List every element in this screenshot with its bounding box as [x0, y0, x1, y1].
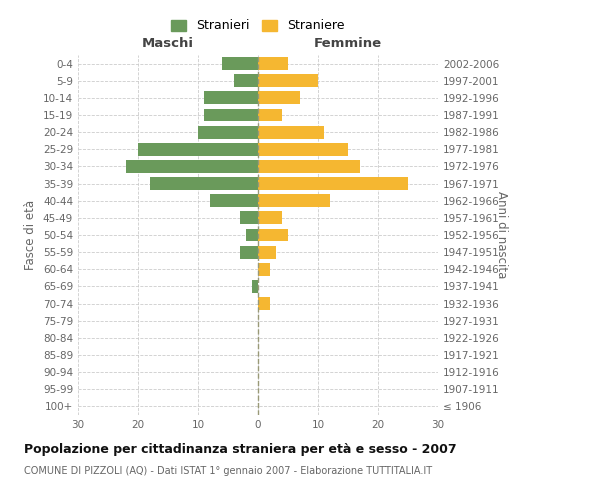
Text: Femmine: Femmine [314, 37, 382, 50]
Bar [258, 57, 288, 70]
Bar [258, 194, 330, 207]
Legend: Stranieri, Straniere: Stranieri, Straniere [166, 14, 350, 38]
Bar [126, 160, 258, 173]
Bar [258, 228, 288, 241]
Bar [204, 92, 258, 104]
Bar [258, 212, 282, 224]
Bar [258, 160, 360, 173]
Bar [204, 108, 258, 122]
Text: COMUNE DI PIZZOLI (AQ) - Dati ISTAT 1° gennaio 2007 - Elaborazione TUTTITALIA.IT: COMUNE DI PIZZOLI (AQ) - Dati ISTAT 1° g… [24, 466, 432, 476]
Bar [246, 228, 258, 241]
Bar [210, 194, 258, 207]
Y-axis label: Anni di nascita: Anni di nascita [495, 192, 508, 278]
Bar [222, 57, 258, 70]
Bar [258, 297, 270, 310]
Bar [258, 74, 318, 87]
Bar [258, 263, 270, 276]
Bar [258, 177, 408, 190]
Bar [258, 143, 348, 156]
Bar [198, 126, 258, 138]
Bar [252, 280, 258, 293]
Bar [258, 246, 276, 258]
Bar [258, 92, 300, 104]
Bar [258, 108, 282, 122]
Bar [240, 212, 258, 224]
Bar [258, 126, 324, 138]
Text: Popolazione per cittadinanza straniera per età e sesso - 2007: Popolazione per cittadinanza straniera p… [24, 442, 457, 456]
Bar [150, 177, 258, 190]
Text: Maschi: Maschi [142, 37, 194, 50]
Bar [234, 74, 258, 87]
Bar [138, 143, 258, 156]
Y-axis label: Fasce di età: Fasce di età [25, 200, 37, 270]
Bar [240, 246, 258, 258]
